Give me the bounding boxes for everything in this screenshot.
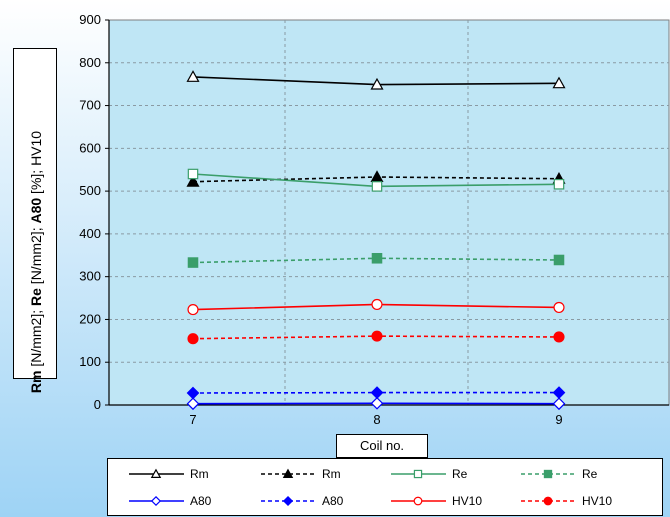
y-tick-label: 700 bbox=[79, 98, 101, 113]
legend-item: Re bbox=[518, 464, 654, 484]
y-axis-label-part: [N/mm2]; bbox=[28, 305, 44, 371]
data-point bbox=[186, 70, 200, 82]
data-point bbox=[187, 304, 199, 316]
series-a80-solid bbox=[186, 396, 566, 411]
data-point bbox=[552, 76, 566, 89]
legend-swatch bbox=[521, 496, 576, 506]
series-re-solid bbox=[187, 168, 565, 192]
data-point bbox=[370, 77, 384, 90]
legend-marker bbox=[150, 468, 162, 478]
data-point bbox=[553, 301, 565, 314]
y-axis-label-box: Rm [N/mm2]; Re [N/mm2]; A80 [%]; HV10 bbox=[13, 48, 57, 393]
y-tick-label: 600 bbox=[79, 140, 101, 155]
legend-marker bbox=[282, 495, 294, 507]
y-tick-label: 400 bbox=[79, 226, 101, 241]
legend-marker bbox=[543, 496, 553, 506]
legend-label: Re bbox=[582, 467, 598, 481]
legend-item: Rm bbox=[258, 464, 394, 484]
grid-lines bbox=[109, 20, 669, 405]
x-tick-label: 7 bbox=[189, 412, 196, 427]
legend-item: HV10 bbox=[388, 491, 524, 511]
y-axis-label: Rm [N/mm2]; Re [N/mm2]; A80 [%]; HV10 bbox=[24, 97, 48, 427]
legend-marker bbox=[543, 469, 553, 479]
y-axis-label-part: Rm bbox=[28, 370, 44, 394]
series-hv10-dashed bbox=[187, 330, 565, 345]
data-point bbox=[186, 386, 200, 400]
y-tick-label: 0 bbox=[94, 397, 101, 412]
y-axis-label-part: [N/mm2]; bbox=[28, 223, 44, 289]
data-point bbox=[371, 181, 383, 192]
legend-label: HV10 bbox=[582, 494, 613, 508]
series-rm-solid bbox=[186, 70, 566, 90]
series-a80-dashed bbox=[186, 386, 566, 400]
legend-swatch bbox=[129, 468, 184, 478]
data-point bbox=[553, 254, 565, 266]
data-point bbox=[187, 168, 199, 180]
data-point bbox=[371, 298, 383, 311]
legend-swatch bbox=[391, 496, 446, 506]
legend: Rm Rm Re Re A80 A80 HV10 HV10 bbox=[107, 458, 663, 516]
y-axis-label-part: Re bbox=[28, 288, 44, 306]
axes: 0 100 200 300 400 500 600 700 800 900 7 8 9 bbox=[79, 12, 669, 427]
legend-label: A80 bbox=[322, 494, 344, 508]
legend-marker bbox=[282, 468, 294, 478]
data-point bbox=[553, 331, 565, 343]
data-point bbox=[186, 397, 200, 411]
data-point bbox=[552, 397, 566, 411]
legend-swatch bbox=[521, 469, 576, 479]
y-tick-label: 900 bbox=[79, 12, 101, 27]
series-hv10-solid bbox=[187, 298, 565, 316]
data-point bbox=[370, 386, 384, 399]
legend-swatch bbox=[129, 495, 184, 507]
legend-label: Rm bbox=[190, 467, 209, 481]
legend-swatch bbox=[261, 468, 316, 478]
legend-item: HV10 bbox=[518, 491, 654, 511]
data-point bbox=[371, 330, 383, 342]
x-tick-label: 9 bbox=[555, 412, 562, 427]
data-point bbox=[186, 174, 200, 187]
data-point bbox=[187, 333, 199, 345]
data-point bbox=[371, 252, 383, 264]
legend-marker bbox=[150, 495, 162, 507]
x-tick-label: 8 bbox=[373, 412, 380, 427]
legend-marker bbox=[413, 496, 423, 506]
y-tick-label: 500 bbox=[79, 183, 101, 198]
legend-swatch bbox=[261, 495, 316, 507]
legend-marker bbox=[413, 469, 423, 479]
legend-item: Rm bbox=[126, 464, 262, 484]
data-point bbox=[370, 396, 384, 410]
legend-item: Re bbox=[388, 464, 524, 484]
y-axis-label-part: [%]; HV10 bbox=[28, 130, 44, 198]
legend-label: A80 bbox=[190, 494, 212, 508]
series-layer bbox=[186, 70, 566, 411]
legend-swatch bbox=[391, 469, 446, 479]
y-tick-label: 200 bbox=[79, 311, 101, 326]
y-tick-label: 800 bbox=[79, 55, 101, 70]
legend-label: Rm bbox=[322, 467, 341, 481]
legend-item: A80 bbox=[258, 491, 394, 511]
data-point bbox=[187, 257, 199, 268]
y-axis-label-part: A80 bbox=[28, 197, 44, 224]
data-point bbox=[552, 386, 566, 399]
legend-item: A80 bbox=[126, 491, 262, 511]
series-re-dashed bbox=[187, 252, 565, 268]
y-tick-label: 300 bbox=[79, 269, 101, 284]
y-tick-label: 100 bbox=[79, 354, 101, 369]
legend-label: Re bbox=[452, 467, 468, 481]
data-point bbox=[553, 178, 565, 190]
x-axis-label: Coil no. bbox=[336, 434, 428, 458]
legend-label: HV10 bbox=[452, 494, 483, 508]
